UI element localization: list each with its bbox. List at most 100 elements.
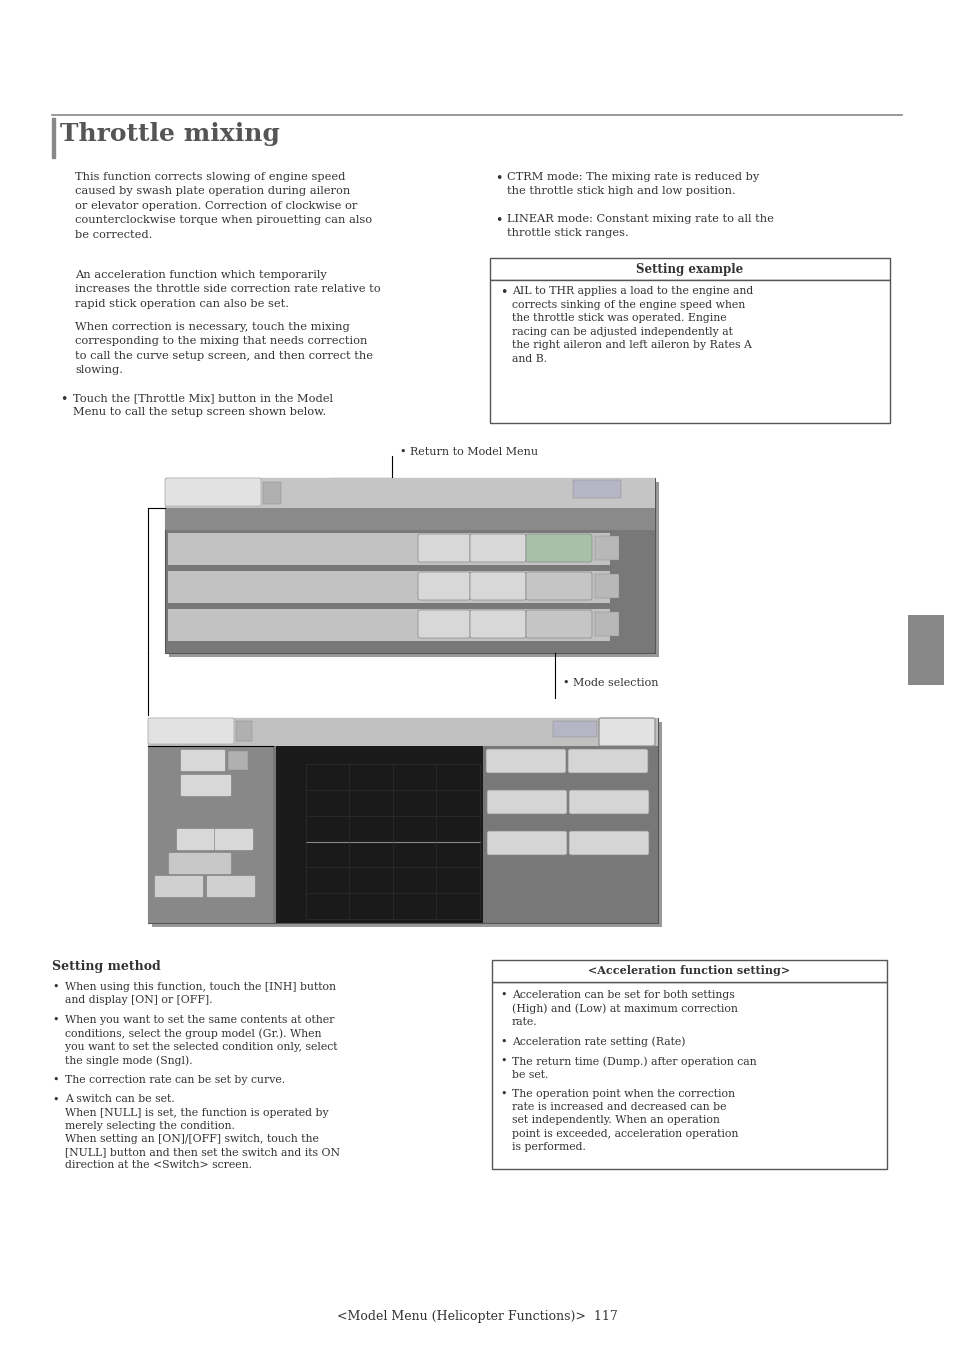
- Bar: [595, 612, 618, 636]
- Bar: [148, 718, 658, 747]
- FancyBboxPatch shape: [470, 572, 525, 599]
- Text: •: •: [60, 393, 68, 406]
- Text: Setting method: Setting method: [52, 960, 161, 973]
- Text: Switch: Switch: [473, 514, 503, 524]
- Text: •: •: [495, 215, 502, 227]
- FancyBboxPatch shape: [470, 610, 525, 639]
- Bar: [168, 609, 609, 641]
- Text: Acceleration rate setting (Rate): Acceleration rate setting (Rate): [512, 1037, 685, 1048]
- Text: -50: -50: [278, 865, 289, 869]
- Text: •: •: [52, 1075, 58, 1085]
- Text: 0%: 0%: [227, 836, 241, 845]
- Text: Mixing: Mixing: [238, 514, 268, 524]
- Text: 100%: 100%: [563, 725, 585, 733]
- Text: Rate A: Rate A: [500, 778, 528, 787]
- Text: <Acceleration function setting>: <Acceleration function setting>: [588, 965, 790, 976]
- Bar: [148, 718, 658, 923]
- Text: +0.0%: +0.0%: [593, 838, 623, 848]
- Text: Model1: Model1: [331, 487, 369, 498]
- Text: +0.0%: +0.0%: [511, 798, 541, 806]
- Text: ACT: ACT: [152, 755, 171, 763]
- Text: +0.0%: +0.0%: [309, 751, 335, 759]
- Text: Gr.: Gr.: [601, 545, 611, 551]
- Text: Return: Return: [610, 728, 642, 737]
- FancyBboxPatch shape: [567, 749, 647, 774]
- Text: •: •: [52, 1095, 58, 1104]
- Text: Act.Pos.: Act.Pos.: [152, 879, 189, 888]
- Text: Acceleration can be set for both settings
(High) and (Low) at maximum correction: Acceleration can be set for both setting…: [512, 990, 737, 1027]
- FancyBboxPatch shape: [486, 832, 566, 855]
- Bar: [168, 571, 609, 603]
- Bar: [168, 533, 609, 566]
- Bar: [165, 478, 655, 508]
- Text: The return time (Dump.) after operation can
be set.: The return time (Dump.) after operation …: [512, 1056, 756, 1080]
- Bar: [490, 258, 889, 279]
- FancyBboxPatch shape: [176, 829, 215, 850]
- Text: RATE: RATE: [364, 751, 383, 759]
- Text: Group: Group: [592, 514, 619, 524]
- Text: Gr.: Gr.: [601, 621, 611, 626]
- FancyBboxPatch shape: [180, 775, 232, 796]
- Bar: [553, 721, 597, 737]
- Text: When using this function, touch the [INH] button
and display [ON] or [OFF].: When using this function, touch the [INH…: [65, 981, 335, 1006]
- Text: Mode: Mode: [530, 514, 554, 524]
- FancyBboxPatch shape: [486, 790, 566, 814]
- Bar: [492, 981, 886, 1169]
- FancyBboxPatch shape: [417, 535, 470, 562]
- Bar: [148, 747, 273, 923]
- FancyBboxPatch shape: [417, 572, 470, 599]
- Text: INH: INH: [436, 582, 452, 590]
- Text: NULL: NULL: [486, 544, 509, 552]
- Text: +0.0%: +0.0%: [593, 798, 623, 806]
- Text: Normal: Normal: [451, 487, 489, 498]
- Text: The correction rate can be set by curve.: The correction rate can be set by curve.: [65, 1075, 285, 1085]
- Text: A switch can be set.
When [NULL] is set, the function is operated by
merely sele: A switch can be set. When [NULL] is set,…: [65, 1095, 339, 1170]
- FancyBboxPatch shape: [154, 876, 203, 898]
- FancyBboxPatch shape: [525, 610, 592, 639]
- Text: LINEAR mode: Constant mixing rate to all the
throttle stick ranges.: LINEAR mode: Constant mixing rate to all…: [506, 215, 773, 239]
- Text: POS: POS: [281, 751, 296, 759]
- Text: ELE to THR: ELE to THR: [277, 582, 332, 593]
- Text: Dump.: Dump.: [152, 856, 183, 865]
- Text: •: •: [499, 990, 506, 1000]
- Text: LINEAR: LINEAR: [540, 544, 577, 552]
- Text: CTRM: CTRM: [546, 582, 571, 590]
- FancyBboxPatch shape: [214, 829, 253, 850]
- Text: +0: +0: [278, 838, 288, 844]
- Bar: [152, 722, 661, 927]
- FancyBboxPatch shape: [568, 832, 648, 855]
- Text: +50%: +50%: [218, 883, 243, 891]
- Text: -50%: -50%: [168, 883, 190, 891]
- Text: Rate B: Rate B: [582, 778, 610, 787]
- Text: • Mode selection: • Mode selection: [562, 678, 658, 688]
- Bar: [573, 481, 620, 498]
- Text: • Return to Model Menu: • Return to Model Menu: [399, 447, 537, 458]
- Text: <Model Menu (Helicopter Functions)>  117: <Model Menu (Helicopter Functions)> 117: [336, 1310, 617, 1323]
- Text: +100: +100: [278, 787, 295, 792]
- Text: AIL to THR applies a load to the engine and
corrects sinking of the engine speed: AIL to THR applies a load to the engine …: [512, 286, 753, 364]
- FancyBboxPatch shape: [568, 790, 648, 814]
- Bar: [165, 508, 655, 531]
- Text: •: •: [499, 1056, 506, 1066]
- Text: Offset: Offset: [500, 818, 526, 828]
- Text: -150: -150: [278, 917, 293, 922]
- FancyBboxPatch shape: [470, 535, 525, 562]
- Text: ACT: ACT: [425, 514, 443, 524]
- Text: +150: +150: [278, 761, 295, 767]
- Text: Left: Left: [189, 819, 203, 828]
- Text: Setting example: Setting example: [636, 262, 742, 275]
- Text: Acceleration: Acceleration: [152, 805, 205, 813]
- Text: •: •: [499, 286, 507, 298]
- FancyBboxPatch shape: [525, 535, 592, 562]
- Text: •: •: [52, 1015, 58, 1025]
- Text: The operation point when the correction
rate is increased and decreased can be
s: The operation point when the correction …: [512, 1089, 738, 1152]
- Text: Gr.: Gr.: [601, 583, 611, 589]
- Text: -100: -100: [278, 891, 293, 895]
- Text: 0%: 0%: [193, 860, 207, 868]
- Text: Rate: Rate: [152, 832, 173, 840]
- Text: 34%: 34%: [587, 485, 606, 494]
- FancyBboxPatch shape: [206, 876, 255, 898]
- Text: +0.0%: +0.0%: [511, 838, 541, 848]
- Text: NULL: NULL: [486, 582, 509, 590]
- Text: When correction is necessary, touch the mixing
corresponding to the mixing that : When correction is necessary, touch the …: [75, 323, 373, 375]
